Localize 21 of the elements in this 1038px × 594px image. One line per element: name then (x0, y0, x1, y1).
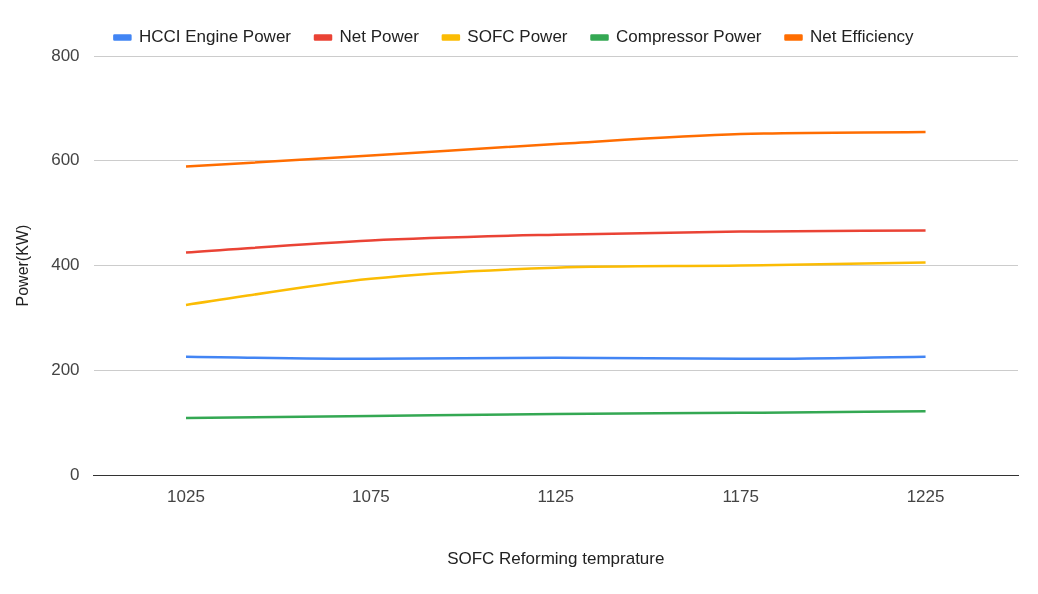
x-tick-label: 1075 (351, 487, 390, 507)
legend-label: Compressor Power (616, 27, 762, 47)
legend-label: SOFC Power (467, 27, 568, 47)
x-tick-label: 1025 (167, 487, 205, 507)
y-tick-label: 0 (70, 464, 80, 484)
x-tick-label: 1125 (537, 487, 575, 507)
legend-label: HCCI Engine Power (138, 27, 292, 47)
x-tick-label: 1175 (722, 487, 759, 507)
y-tick-label: 200 (51, 360, 80, 380)
y-tick-label: 800 (51, 45, 80, 65)
line-series (184, 261, 927, 307)
legend-label: Net Efficiency (809, 27, 915, 47)
line-series (184, 130, 927, 168)
legend-label: Net Power (339, 27, 420, 47)
y-tick-label: 400 (51, 255, 80, 275)
x-axis-title: SOFC Reforming temprature (447, 549, 665, 569)
line-series (184, 410, 927, 420)
line-series (184, 229, 927, 254)
y-tick-label: 600 (51, 150, 80, 170)
x-tick-label: 1225 (906, 487, 945, 507)
y-axis-title: Power(KW) (14, 224, 32, 307)
